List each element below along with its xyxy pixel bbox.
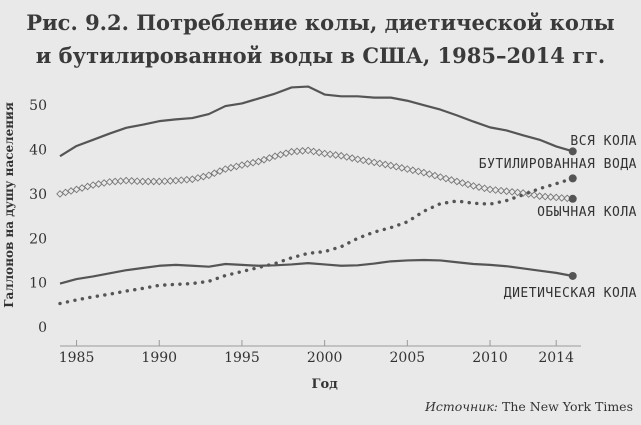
x-tick-label: 1995 [224, 350, 260, 366]
title-line-2: и бутилированной воды в США, 1985–2014 г… [35, 43, 606, 68]
series-label-regular-cola: ОБЫЧНАЯ КОЛА [537, 205, 637, 220]
x-tick-label: 2000 [307, 350, 343, 366]
y-tick-label: 0 [38, 320, 47, 336]
y-axis-title: Галлонов на душу населения [2, 102, 16, 308]
end-marker-all-cola [568, 147, 577, 156]
end-marker-diet-cola [568, 271, 577, 280]
y-tick-label: 20 [29, 231, 47, 247]
series-line-bottled-water [58, 176, 575, 306]
y-tick-label: 50 [29, 98, 47, 114]
figure-title: Рис. 9.2. Потребление колы, диетической … [0, 0, 641, 72]
source-value: The New York Times [502, 399, 633, 414]
series-line-all-cola [59, 85, 574, 158]
y-tick-label: 30 [29, 187, 47, 203]
x-tick-label: 2010 [472, 350, 508, 366]
x-tick-label: 2014 [538, 350, 574, 366]
series-label-all-cola: ВСЯ КОЛА [570, 134, 637, 149]
series-line-diet-cola [59, 258, 573, 285]
series-label-bottled-water: БУТИЛИРОВАННАЯ ВОДА [479, 157, 637, 172]
source-label: Источник: [425, 399, 499, 414]
series-label-diet-cola: ДИЕТИЧЕСКАЯ КОЛА [504, 286, 637, 301]
x-tick-label: 1990 [141, 350, 177, 366]
y-tick-label: 10 [29, 276, 47, 292]
x-tick-label: 2005 [390, 350, 426, 366]
x-axis-title: Год [311, 377, 338, 392]
source-note: Источник: The New York Times [425, 399, 633, 414]
end-marker-bottled-water [568, 174, 577, 183]
x-tick-label: 1985 [59, 350, 95, 366]
end-marker-regular-cola [568, 194, 577, 203]
y-tick-label: 40 [29, 143, 47, 159]
series-line-regular-cola [56, 146, 572, 203]
title-line-1: Рис. 9.2. Потребление колы, диетической … [26, 10, 615, 35]
